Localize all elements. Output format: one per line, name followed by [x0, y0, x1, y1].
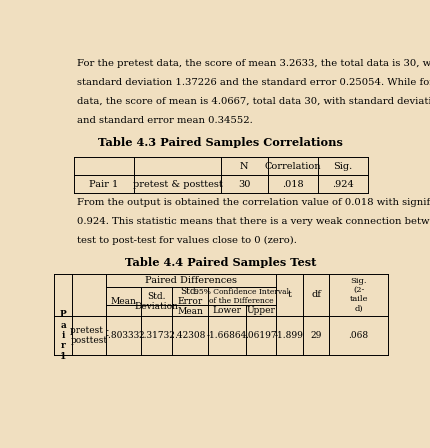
Text: Correlation: Correlation	[264, 162, 320, 171]
Text: For the pretest data, the score of mean 3.2633, the total data is 30, with: For the pretest data, the score of mean …	[77, 59, 430, 68]
Text: -1.66864: -1.66864	[206, 331, 246, 340]
Text: data, the score of mean is 4.0667, total data 30, with standard deviation 1.8925: data, the score of mean is 4.0667, total…	[77, 97, 430, 106]
Text: .068: .068	[348, 331, 368, 340]
Text: Std.
Error
Mean: Std. Error Mean	[177, 287, 203, 316]
Text: Paired Differences: Paired Differences	[144, 276, 236, 285]
Text: t: t	[287, 290, 291, 299]
Text: pretest -
posttest: pretest - posttest	[69, 326, 108, 345]
Text: test to post-test for values close to 0 (zero).: test to post-test for values close to 0 …	[77, 236, 296, 246]
Text: P
a
i
r
1: P a i r 1	[59, 310, 66, 361]
Text: -.80333: -.80333	[106, 331, 140, 340]
Text: 2.31732: 2.31732	[138, 331, 175, 340]
Text: -1.899: -1.899	[274, 331, 303, 340]
Text: .06197: .06197	[245, 331, 276, 340]
Text: Lower: Lower	[212, 306, 241, 315]
Text: 30: 30	[237, 180, 250, 189]
Text: .42308: .42308	[174, 331, 205, 340]
Text: standard deviation 1.37226 and the standard error 0.25054. While for the posttes: standard deviation 1.37226 and the stand…	[77, 78, 430, 87]
Text: N: N	[240, 162, 248, 171]
Text: Sig.
(2-
taile
d): Sig. (2- taile d)	[349, 277, 367, 313]
Text: 29: 29	[310, 331, 321, 340]
Text: Pair 1: Pair 1	[89, 180, 118, 189]
Text: Table 4.3 Paired Samples Correlations: Table 4.3 Paired Samples Correlations	[98, 137, 343, 147]
Text: Sig.: Sig.	[332, 162, 352, 171]
Text: Table 4.4 Paired Samples Test: Table 4.4 Paired Samples Test	[125, 257, 316, 268]
Text: and standard error mean 0.34552.: and standard error mean 0.34552.	[77, 116, 252, 125]
Text: 95% Confidence Interval
of the Difference: 95% Confidence Interval of the Differenc…	[194, 288, 289, 305]
Text: df: df	[310, 290, 320, 299]
Text: Upper: Upper	[246, 306, 275, 315]
Text: From the output is obtained the correlation value of 0.018 with significance: From the output is obtained the correlat…	[77, 198, 430, 207]
Text: .018: .018	[281, 180, 303, 189]
Text: 0.924. This statistic means that there is a very weak connection between the pre: 0.924. This statistic means that there i…	[77, 217, 430, 226]
Text: .924: .924	[331, 180, 353, 189]
Text: Mean: Mean	[110, 297, 136, 306]
Text: pretest & posttest: pretest & posttest	[132, 180, 222, 189]
Text: Std.
Deviation: Std. Deviation	[134, 292, 178, 311]
